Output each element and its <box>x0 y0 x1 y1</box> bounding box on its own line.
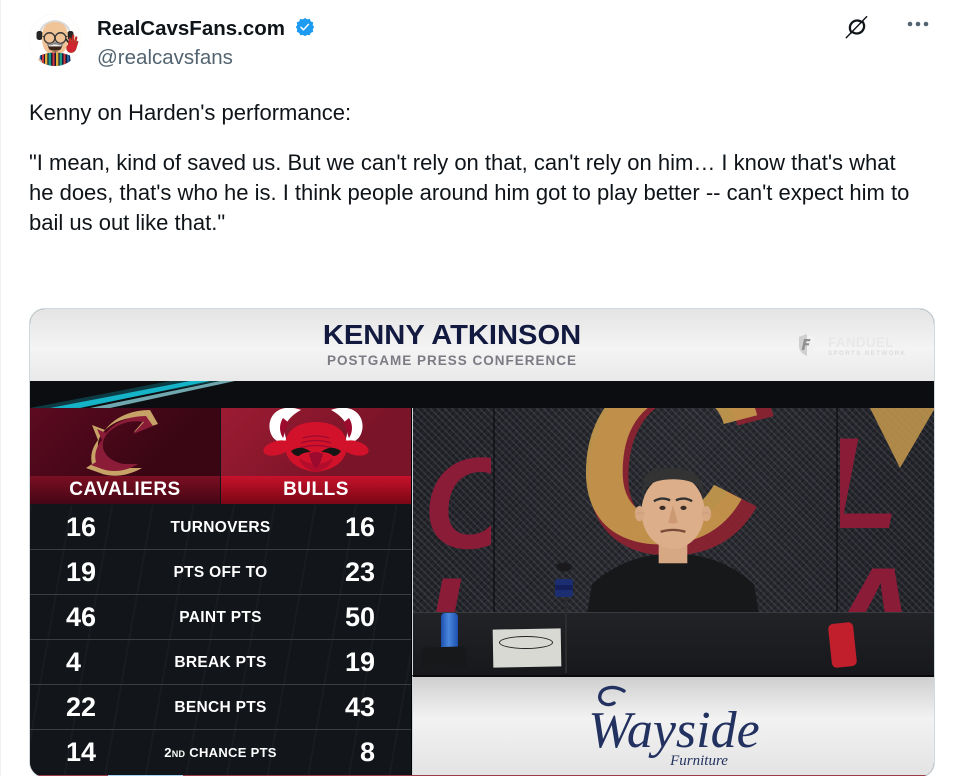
svg-text:Wayside: Wayside <box>588 702 759 759</box>
svg-text:Furniture: Furniture <box>669 753 728 769</box>
svg-text:FANDUEL: FANDUEL <box>828 335 894 350</box>
svg-text:SPORTS NETWORK: SPORTS NETWORK <box>828 350 906 357</box>
